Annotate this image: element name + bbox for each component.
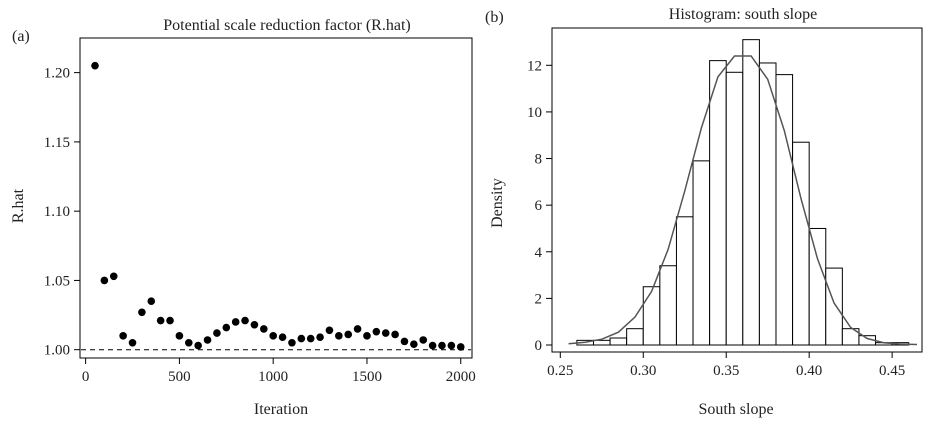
panel-b-histogram-bar bbox=[709, 60, 727, 346]
panel-b-histogram-bar bbox=[642, 286, 661, 346]
panel-a-data-point bbox=[91, 61, 99, 70]
panel-a-data-point bbox=[128, 338, 137, 347]
panel-a-x-tick-label: 2000 bbox=[446, 369, 476, 385]
panel-a-data-point bbox=[438, 341, 446, 350]
panel-b-y-tick-label: 12 bbox=[527, 58, 542, 74]
panel-b-x-tick-label: 0.30 bbox=[630, 363, 656, 379]
panel-b-y-tick-label: 2 bbox=[535, 291, 543, 307]
panel-a-data-point bbox=[184, 338, 193, 347]
panel-b-y-tick-label: 6 bbox=[535, 198, 543, 214]
panel-a-data-point bbox=[213, 329, 221, 337]
panel-a-data-point bbox=[456, 343, 465, 351]
panel-b-label: (b) bbox=[485, 9, 504, 26]
panel-a-x-axis-label: Iteration bbox=[254, 401, 308, 418]
panel-a-data-point bbox=[428, 341, 437, 350]
panel-a-data-point bbox=[156, 316, 165, 325]
panel-b-histogram-bar bbox=[592, 339, 611, 346]
panel-a-x-tick-label: 0 bbox=[82, 369, 90, 385]
panel-a-data-point bbox=[231, 318, 240, 326]
panel-b-y-tick-label: 0 bbox=[535, 338, 543, 354]
panel-b-x-tick-label: 0.40 bbox=[796, 363, 822, 379]
panel-b-y-ticks: 0 2 4 6 8 10 12 bbox=[527, 58, 552, 354]
panel-b-x-tick-label: 0.45 bbox=[879, 363, 905, 379]
panel-a-data-point bbox=[175, 332, 184, 340]
panel-b-histogram-bar bbox=[775, 74, 794, 346]
panel-b-histogram-bar bbox=[825, 267, 843, 346]
panel-b-histogram-bar bbox=[758, 62, 777, 346]
panel-a-x-tick-label: 1500 bbox=[352, 369, 382, 385]
panel-a-data-point bbox=[269, 332, 277, 340]
panel-a-data-point bbox=[372, 327, 381, 336]
panel-a-data-point bbox=[410, 340, 418, 348]
panel-a-data-point bbox=[344, 330, 353, 339]
panel-a-data-point bbox=[335, 332, 343, 340]
panel-a-data-point bbox=[381, 329, 390, 337]
panel-a-data-point bbox=[222, 323, 231, 332]
panel-a-y-tick-label: 1.00 bbox=[44, 343, 70, 359]
panel-b-histogram-bar bbox=[675, 216, 694, 346]
panel-a-data-point bbox=[306, 334, 315, 343]
panel-b-x-axis-label: South slope bbox=[698, 401, 773, 418]
panel-a-title: Potential scale reduction factor (R.hat) bbox=[163, 17, 410, 34]
panel-b-histogram-bar bbox=[725, 71, 744, 346]
panel-a-data-point bbox=[241, 316, 249, 325]
panel-a-y-tick-label: 1.15 bbox=[44, 135, 70, 151]
panel-b-plot-frame bbox=[551, 27, 923, 353]
panel-a-data-point bbox=[119, 332, 127, 340]
panel-a-data-point bbox=[278, 333, 287, 342]
panel-b-density-curve bbox=[568, 55, 918, 346]
panel-a-data-point bbox=[250, 320, 259, 329]
panel-b-title: Histogram: south slope bbox=[669, 6, 817, 23]
panel-a-data-point bbox=[419, 336, 428, 344]
panel-a-data-point bbox=[100, 276, 109, 285]
panel-b-y-tick-label: 4 bbox=[535, 245, 543, 261]
panel-a-label: (a) bbox=[12, 28, 30, 45]
panel-b-x-ticks: 0.25 0.30 0.35 0.40 0.45 bbox=[547, 352, 905, 379]
panel-a-data-point bbox=[147, 297, 156, 306]
panel-a-data-point bbox=[353, 325, 362, 333]
panel-a-plot-frame bbox=[79, 37, 473, 359]
panel-a-y-tick-label: 1.05 bbox=[44, 273, 70, 289]
panel-a-y-axis-label: R.hat bbox=[10, 188, 27, 223]
panel-a-data-point bbox=[447, 341, 456, 350]
panel-a-x-tick-label: 500 bbox=[168, 369, 191, 385]
panel-b-bars bbox=[576, 39, 910, 346]
panel-a-data-point bbox=[400, 337, 409, 346]
panel-a-rhat-scatter: (a) Potential scale reduction factor (R.… bbox=[10, 17, 476, 418]
panel-b-histogram-bar bbox=[742, 39, 760, 346]
panel-a-data-point bbox=[203, 336, 212, 344]
panel-b-y-tick-label: 10 bbox=[527, 105, 542, 121]
panel-a-y-tick-label: 1.10 bbox=[44, 204, 70, 220]
panel-b-histogram-bar bbox=[808, 227, 827, 346]
panel-a-x-tick-label: 1000 bbox=[258, 369, 288, 385]
panel-a-data-point bbox=[391, 330, 399, 339]
panel-a-data-point bbox=[138, 308, 146, 317]
panel-a-data-point bbox=[297, 334, 306, 343]
panel-b-histogram-bar bbox=[659, 265, 677, 346]
panel-a-data-point bbox=[260, 325, 268, 333]
panel-a-data-point bbox=[288, 338, 296, 347]
panel-a-y-tick-label: 1.20 bbox=[44, 66, 70, 82]
panel-b-y-tick-label: 8 bbox=[535, 152, 543, 168]
panel-b-x-tick-label: 0.25 bbox=[547, 363, 573, 379]
panel-a-data-point bbox=[194, 341, 202, 350]
panel-a-points bbox=[91, 61, 465, 351]
panel-b-x-tick-label: 0.35 bbox=[713, 363, 739, 379]
panel-a-data-point bbox=[316, 333, 324, 342]
panel-a-data-point bbox=[363, 332, 371, 340]
panel-a-data-point bbox=[166, 316, 174, 325]
panel-b-y-axis-label: Density bbox=[489, 178, 506, 228]
panel-b-histogram-bar bbox=[609, 337, 628, 346]
panel-a-y-ticks: 1.00 1.05 1.10 1.15 1.20 bbox=[44, 66, 80, 359]
panel-b-histogram-bar bbox=[626, 328, 644, 346]
panel-b-histogram: (b) Histogram: south slope South slope D… bbox=[485, 6, 923, 418]
panel-a-data-point bbox=[325, 326, 334, 335]
panel-b-histogram-bar bbox=[692, 160, 711, 346]
panel-a-x-ticks: 0 500 1000 1500 2000 bbox=[82, 358, 476, 385]
panel-a-data-point bbox=[109, 272, 118, 281]
